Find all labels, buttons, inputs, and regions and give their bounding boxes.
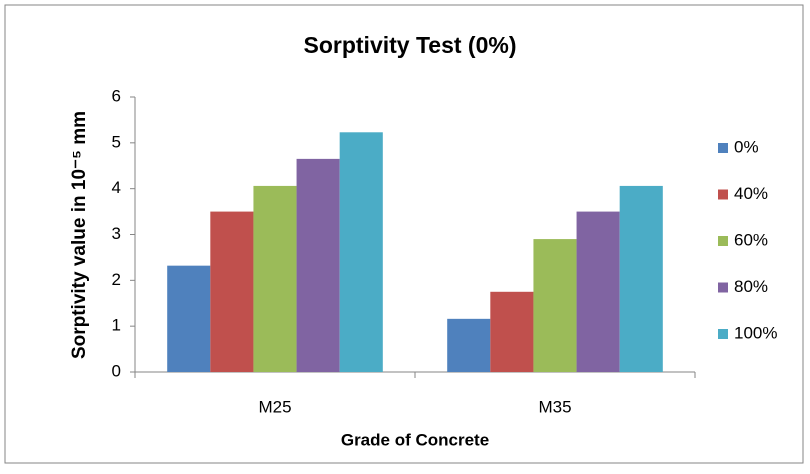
chart-border xyxy=(4,4,804,464)
legend-swatch xyxy=(718,236,728,246)
bar xyxy=(167,265,211,372)
y-tick-label: 5 xyxy=(112,132,121,151)
chart-title: Sorptivity Test (0%) xyxy=(304,32,517,58)
y-tick-label: 2 xyxy=(112,270,121,289)
legend-swatch xyxy=(718,143,728,153)
y-tick-label: 1 xyxy=(112,316,121,335)
bar xyxy=(339,132,383,372)
legend-label: 40% xyxy=(734,184,768,203)
legend-label: 100% xyxy=(734,323,777,342)
y-tick-label: 0 xyxy=(112,361,121,380)
bar xyxy=(533,239,577,372)
y-tick-label: 6 xyxy=(112,86,121,105)
legend-swatch xyxy=(718,282,728,293)
legend-label: 60% xyxy=(734,230,768,249)
bar xyxy=(253,185,297,372)
bar xyxy=(619,185,663,372)
legend-label: 80% xyxy=(734,277,768,296)
x-axis-title: Grade of Concrete xyxy=(341,430,489,449)
x-tick-label: M25 xyxy=(258,397,291,416)
y-axis-title: Sorptivity value in 10⁻⁵ mm xyxy=(69,111,90,359)
y-tick-label: 3 xyxy=(112,224,121,243)
bar xyxy=(576,211,620,372)
legend-label: 0% xyxy=(734,137,759,156)
bar xyxy=(296,158,340,372)
legend-swatch xyxy=(718,329,728,339)
bar xyxy=(490,291,534,372)
bar xyxy=(210,211,254,372)
x-tick-label: M35 xyxy=(538,397,571,416)
bar xyxy=(447,318,491,372)
y-tick-label: 4 xyxy=(112,178,121,197)
legend-swatch xyxy=(718,189,728,200)
